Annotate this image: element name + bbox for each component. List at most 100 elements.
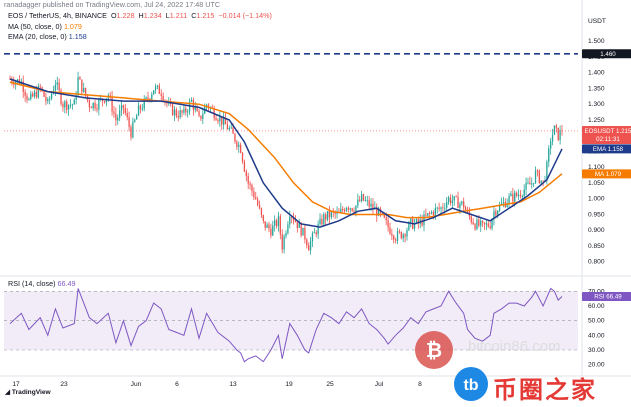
candle-body bbox=[62, 103, 64, 108]
candle-body bbox=[56, 82, 58, 85]
candle-body bbox=[377, 208, 380, 216]
candle-body bbox=[391, 233, 393, 236]
candle-body bbox=[343, 210, 346, 212]
candle-body bbox=[185, 108, 187, 113]
candle-body bbox=[289, 216, 291, 225]
candle-body bbox=[319, 218, 321, 225]
ma-legend-value: 1.079 bbox=[63, 22, 82, 31]
candle-body bbox=[495, 211, 497, 216]
candle-body bbox=[396, 231, 399, 241]
candle-body bbox=[481, 220, 484, 223]
symbol-legend: EOS / TetherUS, 4h, BINANCE O1.228 H1.23… bbox=[8, 11, 272, 20]
candle-body bbox=[198, 111, 200, 116]
candle-body bbox=[90, 107, 92, 109]
candle-body bbox=[487, 223, 489, 227]
candle-body bbox=[549, 141, 552, 149]
price-axis-tick: 1.500 bbox=[588, 38, 605, 45]
candle-body bbox=[461, 201, 463, 204]
bitcoin-watermark: ₿ bbox=[414, 330, 454, 375]
rsi-axis-tick: 30.00 bbox=[588, 347, 605, 354]
tradingview-logo[interactable]: ◢ TradingView bbox=[5, 388, 51, 396]
candle-body bbox=[77, 77, 79, 96]
candle-body bbox=[366, 200, 368, 202]
candle-body bbox=[300, 222, 302, 236]
candle-body bbox=[50, 93, 53, 99]
candle-body bbox=[497, 210, 499, 216]
time-axis-tick: 17 bbox=[12, 381, 20, 388]
price-axis-tick: 1.350 bbox=[588, 85, 605, 92]
candle-body bbox=[190, 99, 193, 102]
candle-body bbox=[413, 223, 416, 229]
candle-body bbox=[283, 236, 285, 250]
candle-body bbox=[308, 245, 310, 251]
candle-body bbox=[415, 219, 418, 224]
candle-body bbox=[381, 212, 384, 214]
candle-body bbox=[360, 194, 363, 202]
candle-body bbox=[480, 220, 482, 226]
candle-body bbox=[200, 115, 202, 119]
candle-body bbox=[196, 107, 198, 112]
candle-body bbox=[66, 101, 68, 110]
candle-body bbox=[22, 81, 24, 92]
candle-body bbox=[328, 211, 331, 218]
rsi-value-tag-bg bbox=[582, 291, 631, 301]
candle-body bbox=[362, 194, 365, 201]
ema-price-tag-bg bbox=[582, 144, 631, 154]
candle-body bbox=[37, 86, 40, 98]
ema-legend[interactable]: EMA (20, close, 0) 1.158 bbox=[8, 32, 87, 41]
candle-body bbox=[272, 225, 274, 236]
candle-body bbox=[478, 219, 480, 226]
candle-body bbox=[383, 213, 385, 218]
candle-body bbox=[260, 208, 263, 216]
candle-body bbox=[170, 103, 172, 105]
price-axis-tick: 1.100 bbox=[588, 164, 605, 171]
rsi-axis-tick: 60.00 bbox=[588, 303, 605, 310]
rsi-legend[interactable]: RSI (14, close) 66.49 bbox=[8, 279, 76, 288]
candle-body bbox=[368, 200, 370, 207]
candle-body bbox=[370, 203, 372, 207]
candle-body bbox=[345, 207, 348, 212]
candle-body bbox=[135, 115, 138, 120]
ma-legend[interactable]: MA (50, close, 0) 1.079 bbox=[8, 22, 82, 31]
candle-body bbox=[387, 220, 389, 228]
candle-body bbox=[353, 210, 355, 213]
candle-body bbox=[398, 231, 401, 233]
ema-20-line bbox=[9, 78, 563, 228]
candle-body bbox=[228, 127, 230, 130]
candle-body bbox=[364, 200, 367, 202]
candle-body bbox=[287, 224, 289, 234]
ma-price-tag-bg bbox=[582, 169, 631, 179]
candle-body bbox=[385, 217, 387, 221]
candle-body bbox=[45, 96, 47, 102]
candle-body bbox=[389, 227, 391, 234]
candle-body bbox=[491, 219, 493, 229]
candle-body bbox=[531, 183, 533, 185]
candle-body bbox=[268, 224, 270, 229]
time-axis-tick: Jul bbox=[375, 381, 384, 388]
candle-body bbox=[296, 221, 299, 228]
candle-body bbox=[262, 215, 264, 222]
symbol-name: EOS / TetherUS, 4h, BINANCE bbox=[8, 11, 107, 20]
price-axis-tick: 0.900 bbox=[588, 227, 605, 234]
candlestick-series bbox=[9, 71, 563, 255]
candle-body bbox=[122, 105, 125, 109]
candle-body bbox=[440, 207, 442, 209]
candle-body bbox=[434, 208, 437, 216]
candle-body bbox=[215, 118, 217, 121]
price-axis-tick: 1.400 bbox=[588, 70, 605, 77]
candle-body bbox=[43, 90, 45, 97]
candle-body bbox=[175, 109, 178, 117]
candle-body bbox=[538, 170, 540, 183]
candle-body bbox=[427, 213, 429, 216]
candle-body bbox=[275, 220, 278, 227]
candle-body bbox=[410, 218, 412, 223]
candle-body bbox=[145, 97, 147, 99]
candle-body bbox=[521, 196, 523, 197]
candle-body bbox=[177, 116, 179, 118]
candle-body bbox=[514, 192, 516, 202]
ema-price-tag: EMA 1.158 bbox=[582, 144, 631, 154]
candle-body bbox=[141, 108, 143, 110]
price-axis-currency: USDT bbox=[588, 18, 606, 25]
time-axis-tick: 13 bbox=[229, 381, 237, 388]
